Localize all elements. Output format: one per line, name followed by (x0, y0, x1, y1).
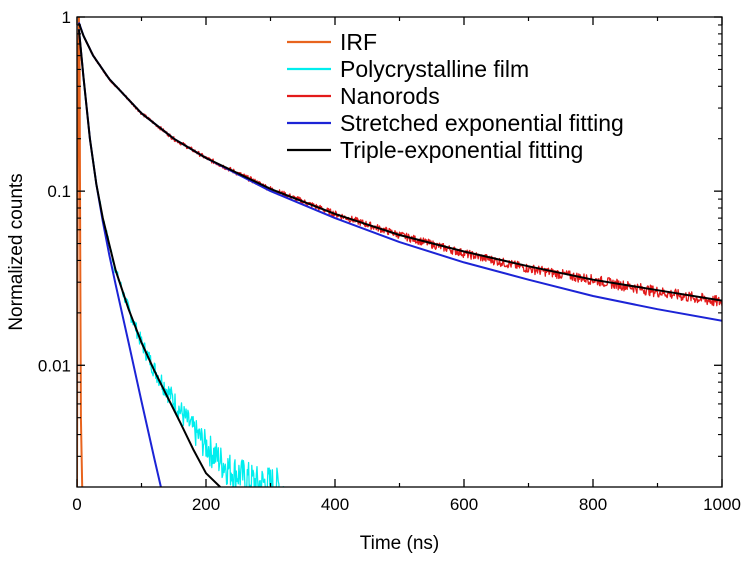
fit-short-series-line-4 (77, 29, 162, 487)
legend-label: IRF (340, 29, 377, 55)
fit-short-series-line-6 (77, 29, 221, 487)
legend-label: Stretched exponential fitting (340, 110, 624, 136)
tick-layer: 0 200 400 600 800 1000 1 0.1 0.01 (38, 8, 741, 514)
irf-series-line-0 (77, 17, 84, 487)
x-tick-label: 400 (321, 495, 349, 514)
x-tick-label: 200 (192, 495, 220, 514)
y-tick-label: 1 (62, 8, 71, 27)
x-tick-label: 0 (72, 495, 81, 514)
y-axis-title: Normalized counts (6, 173, 27, 330)
y-tick-label: 0.1 (47, 182, 71, 201)
x-tick-label: 1000 (703, 495, 741, 514)
x-tick-label: 800 (579, 495, 607, 514)
legend-label: Nanorods (340, 83, 440, 109)
series-layer (77, 17, 722, 487)
legend-label: Triple-exponential fitting (340, 137, 583, 163)
x-tick-label: 600 (450, 495, 478, 514)
triple-exponential-fitting-series-line-5 (77, 22, 722, 302)
legend-label: Polycrystalline film (340, 56, 529, 82)
x-axis-title: Time (ns) (360, 533, 440, 554)
y-tick-label: 0.01 (38, 356, 71, 375)
polycrystalline-film-series-line-1 (78, 29, 285, 487)
